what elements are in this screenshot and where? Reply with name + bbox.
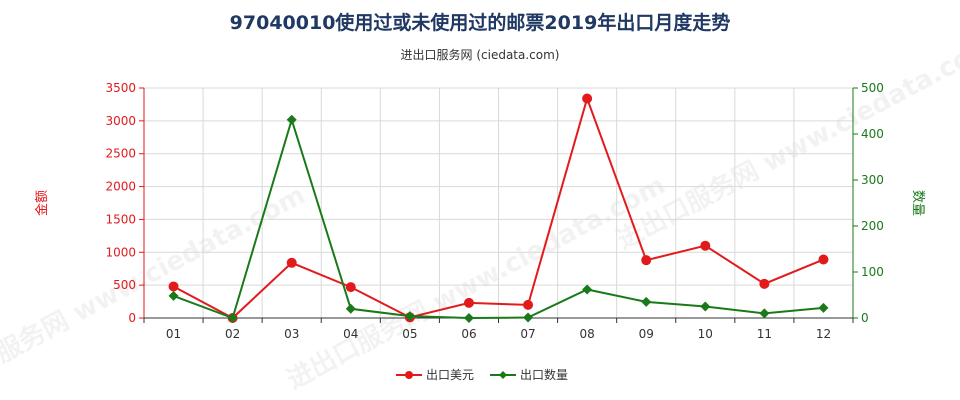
right-axis-tick-label: 400 [861, 127, 884, 141]
x-axis-tick-label: 05 [402, 327, 417, 341]
series [168, 93, 829, 323]
data-point-export-usd [463, 297, 474, 308]
legend-label: 出口数量 [520, 367, 568, 382]
data-point-export-usd [168, 281, 179, 292]
data-point-export-usd [700, 240, 711, 251]
data-point-export-quantity [818, 302, 829, 313]
data-point-export-usd [818, 254, 829, 265]
data-point-export-quantity [286, 114, 297, 125]
x-axis-tick-label: 07 [520, 327, 535, 341]
right-axis-tick-label: 500 [861, 81, 884, 95]
data-point-export-quantity [227, 313, 238, 323]
x-axis-tick-label: 10 [698, 327, 713, 341]
data-point-export-quantity [700, 301, 711, 312]
data-point-export-quantity [345, 303, 356, 314]
x-axis-tick-label: 01 [166, 327, 181, 341]
chart-title: 97040010使用过或未使用过的邮票2019年出口月度走势 [229, 12, 731, 34]
data-point-export-usd [582, 93, 593, 104]
x-axis-tick-label: 11 [757, 327, 772, 341]
right-axis-tick-label: 0 [861, 311, 869, 325]
left-axis-label: 金额 [34, 190, 50, 216]
data-point-export-usd [345, 282, 356, 293]
data-point-export-quantity [404, 311, 415, 322]
data-point-export-quantity [463, 313, 474, 323]
data-point-export-quantity [168, 290, 179, 301]
x-axis-tick-label: 09 [639, 327, 654, 341]
axes: 0500100015002000250030003500金额0100200300… [34, 81, 925, 341]
legend-marker [405, 371, 413, 379]
left-axis-tick-label: 500 [113, 278, 136, 292]
data-point-export-quantity [759, 308, 770, 319]
left-axis-tick-label: 3500 [105, 81, 136, 95]
left-axis-tick-label: 1500 [105, 212, 136, 226]
chart-subtitle: 进出口服务网 (ciedata.com) [400, 48, 560, 62]
right-axis-tick-label: 300 [861, 173, 884, 187]
left-axis-tick-label: 2000 [105, 180, 136, 194]
right-axis-tick-label: 100 [861, 265, 884, 279]
legend-marker [499, 371, 507, 379]
data-point-export-quantity [523, 312, 534, 323]
data-point-export-usd [523, 299, 534, 310]
x-axis-tick-label: 03 [284, 327, 299, 341]
watermark-text: 进出口服务网 www.ciedata.com [612, 30, 960, 255]
left-axis-tick-label: 2500 [105, 147, 136, 161]
left-axis-tick-label: 3000 [105, 114, 136, 128]
data-point-export-usd [641, 255, 652, 266]
left-axis-tick-label: 0 [128, 311, 136, 325]
data-point-export-usd [759, 278, 770, 289]
data-point-export-usd [286, 257, 297, 268]
series-line-export-quantity [173, 116, 824, 320]
right-axis-tick-label: 200 [861, 219, 884, 233]
data-point-export-quantity [582, 284, 593, 295]
legend-label: 出口美元 [426, 368, 474, 382]
left-axis-tick-label: 1000 [105, 245, 136, 259]
grid [143, 87, 854, 319]
x-axis-tick-label: 08 [579, 327, 594, 341]
right-axis-label: 数量 [910, 190, 925, 216]
x-axis-tick-label: 06 [461, 327, 476, 341]
data-point-export-quantity [641, 296, 652, 307]
x-axis-tick-label: 12 [816, 327, 831, 341]
series-line-export-usd [173, 95, 824, 320]
x-axis-tick-label: 04 [343, 327, 358, 341]
x-axis-tick-label: 02 [225, 327, 240, 341]
legend: 出口美元 出口数量 [396, 367, 568, 382]
